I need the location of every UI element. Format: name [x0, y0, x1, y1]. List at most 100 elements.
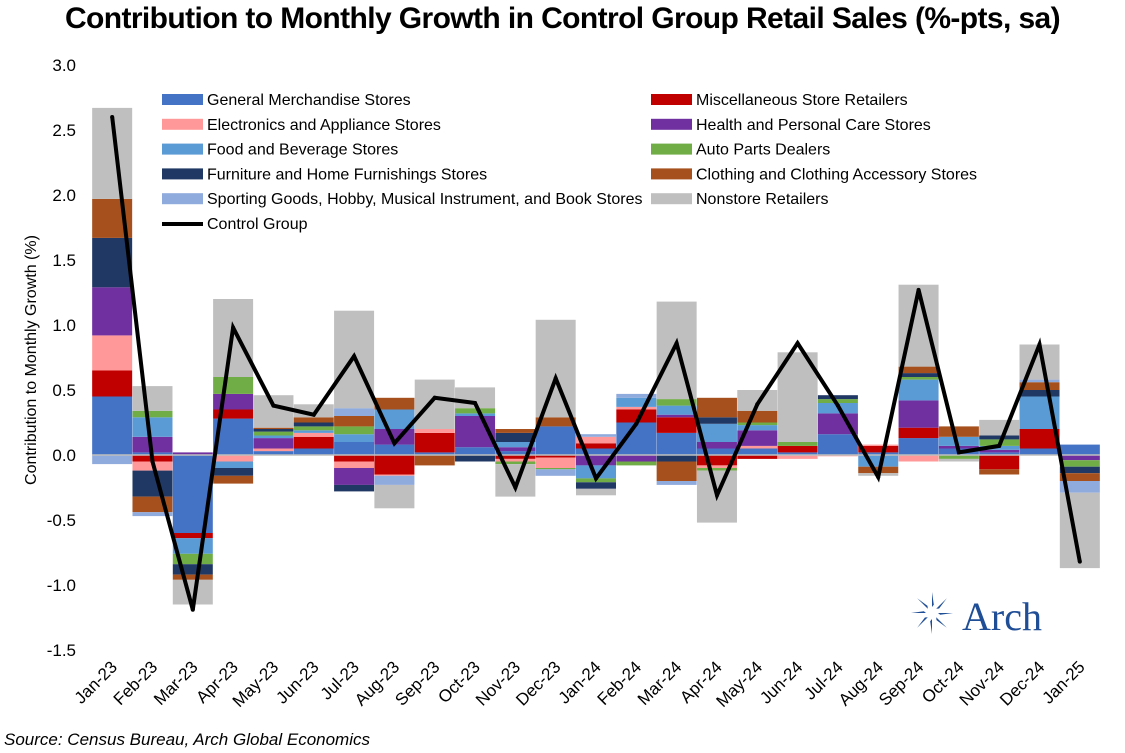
bar-general-merchandise-stores-nov-24 [979, 452, 1020, 455]
logo-star-ray [932, 592, 934, 607]
point-control-group-jun-23 [311, 412, 316, 417]
legend-item-food-and-beverage-stores: Food and Beverage Stores [162, 142, 398, 159]
point-control-group-jun-24 [795, 341, 800, 346]
legend-item-health-and-personal-care-stores: Health and Personal Care Stores [651, 117, 931, 134]
legend-item-general-merchandise-stores: General Merchandise Stores [162, 92, 411, 109]
point-control-group-mar-24 [674, 341, 679, 346]
bar-clothing-and-clothing-accessory-stores-oct-24 [938, 426, 979, 437]
bar-sporting-goods-hobby-musical-instrument-and-book-stores-feb-23 [132, 512, 173, 517]
bar-auto-parts-dealers-jul-23 [334, 426, 375, 435]
bar-miscellaneous-store-retailers-jun-24 [777, 445, 818, 453]
bar-miscellaneous-store-retailers-sep-23 [414, 432, 455, 453]
bar-general-merchandise-stores-jun-23 [293, 448, 334, 455]
bar-health-and-personal-care-stores-jan-25 [1059, 455, 1100, 461]
bar-clothing-and-clothing-accessory-stores-mar-24 [656, 461, 697, 481]
legend-label: Auto Parts Dealers [696, 142, 830, 159]
bar-nonstore-retailers-aug-23 [374, 484, 415, 509]
bar-food-and-beverage-stores-may-23 [253, 435, 294, 439]
bar-nonstore-retailers-oct-24 [938, 458, 979, 462]
bar-clothing-and-clothing-accessory-stores-mar-23 [172, 574, 213, 580]
bar-electronics-and-appliance-stores-apr-24 [696, 465, 737, 468]
x-tick-label: Jun-24 [756, 657, 806, 707]
bar-miscellaneous-store-retailers-dec-23 [535, 455, 576, 458]
y-tick-label: -1.5 [47, 641, 76, 660]
bar-auto-parts-dealers-nov-23 [495, 461, 536, 465]
bar-sporting-goods-hobby-musical-instrument-and-book-stores-jan-23 [92, 455, 133, 465]
bar-clothing-and-clothing-accessory-stores-nov-23 [495, 429, 536, 433]
point-control-group-mar-23 [190, 607, 195, 612]
bar-nonstore-retailers-dec-23 [535, 319, 576, 418]
legend-item-auto-parts-dealers: Auto Parts Dealers [651, 142, 830, 159]
bar-food-and-beverage-stores-aug-24 [858, 455, 899, 467]
bar-health-and-personal-care-stores-mar-24 [656, 414, 697, 418]
legend-label: Nonstore Retailers [696, 191, 829, 208]
logo-star-ray [936, 598, 947, 609]
point-control-group-may-24 [755, 402, 760, 407]
bar-miscellaneous-store-retailers-may-24 [737, 455, 778, 459]
bar-food-and-beverage-stores-jul-23 [334, 434, 375, 442]
bar-clothing-and-clothing-accessory-stores-dec-24 [1019, 382, 1060, 390]
bar-auto-parts-dealers-feb-24 [616, 461, 657, 466]
bars-group [92, 107, 1100, 605]
bar-electronics-and-appliance-stores-dec-23 [535, 457, 576, 468]
bar-auto-parts-dealers-feb-23 [132, 410, 173, 418]
bar-clothing-and-clothing-accessory-stores-sep-23 [414, 455, 455, 466]
bar-furniture-and-home-furnishings-stores-mar-24 [656, 455, 697, 462]
legend-item-miscellaneous-store-retailers: Miscellaneous Store Retailers [651, 92, 908, 109]
bar-nonstore-retailers-jan-24 [576, 488, 616, 496]
logo-star-ray [930, 619, 932, 634]
x-tick-label: May-24 [713, 657, 767, 711]
bar-miscellaneous-store-retailers-nov-23 [495, 455, 536, 459]
logo-text: Arch [962, 594, 1042, 639]
y-tick-label: 3.0 [52, 56, 76, 75]
bar-food-and-beverage-stores-apr-23 [213, 461, 254, 468]
bar-furniture-and-home-furnishings-stores-oct-23 [455, 455, 496, 462]
legend-label: Control Group [207, 216, 308, 233]
bar-general-merchandise-stores-jul-24 [817, 434, 858, 455]
x-tick-label: Nov-23 [472, 657, 524, 709]
logo-star-ray [911, 611, 926, 613]
point-control-group-oct-23 [473, 401, 478, 405]
bar-general-merchandise-stores-dec-24 [1019, 448, 1060, 455]
x-tick-label: Aug-24 [835, 657, 887, 709]
bar-health-and-personal-care-stores-may-24 [737, 430, 778, 446]
bar-electronics-and-appliance-stores-apr-23 [213, 455, 254, 462]
point-control-group-dec-24 [1037, 342, 1042, 347]
legend-swatch [651, 193, 692, 205]
bar-auto-parts-dealers-dec-23 [535, 468, 576, 470]
bar-food-and-beverage-stores-feb-24 [616, 397, 657, 407]
bar-general-merchandise-stores-jul-23 [334, 442, 375, 455]
bar-clothing-and-clothing-accessory-stores-nov-24 [979, 469, 1020, 475]
bar-auto-parts-dealers-mar-24 [656, 399, 697, 406]
legend-swatch [651, 143, 692, 155]
y-tick-label: 0.0 [52, 446, 76, 465]
bar-furniture-and-home-furnishings-stores-mar-23 [172, 564, 213, 575]
legend-label: Clothing and Clothing Accessory Stores [696, 166, 977, 183]
y-tick-label: 1.5 [52, 251, 76, 270]
bar-food-and-beverage-stores-oct-24 [938, 436, 979, 446]
x-tick-label: Dec-23 [512, 657, 564, 709]
logo-star-ray [936, 617, 947, 628]
bar-health-and-personal-care-stores-apr-24 [696, 442, 737, 449]
point-control-group-jul-23 [352, 354, 357, 359]
bar-auto-parts-dealers-apr-23 [213, 377, 254, 394]
legend-item-furniture-and-home-furnishings-stores: Furniture and Home Furnishings Stores [162, 166, 487, 183]
bar-electronics-and-appliance-stores-may-23 [253, 448, 294, 452]
x-tick-label: May-23 [229, 657, 283, 711]
bar-miscellaneous-store-retailers-jul-23 [334, 455, 375, 462]
bar-food-and-beverage-stores-jun-23 [293, 430, 334, 433]
bar-nonstore-retailers-may-23 [253, 395, 294, 428]
x-tick-label: Feb-23 [110, 657, 162, 709]
bar-health-and-personal-care-stores-nov-24 [979, 449, 1020, 453]
arch-star-icon [911, 592, 953, 634]
logo-star-ray [917, 617, 928, 628]
bar-auto-parts-dealers-jun-23 [293, 426, 334, 431]
x-tick-label: Sep-24 [875, 657, 927, 709]
bar-clothing-and-clothing-accessory-stores-aug-23 [374, 397, 415, 410]
bar-health-and-personal-care-stores-nov-23 [495, 447, 536, 452]
bar-furniture-and-home-furnishings-stores-apr-24 [696, 417, 737, 424]
bar-electronics-and-appliance-stores-aug-24 [858, 444, 899, 446]
bar-clothing-and-clothing-accessory-stores-apr-23 [213, 475, 254, 484]
bar-furniture-and-home-furnishings-stores-sep-24 [898, 373, 939, 377]
